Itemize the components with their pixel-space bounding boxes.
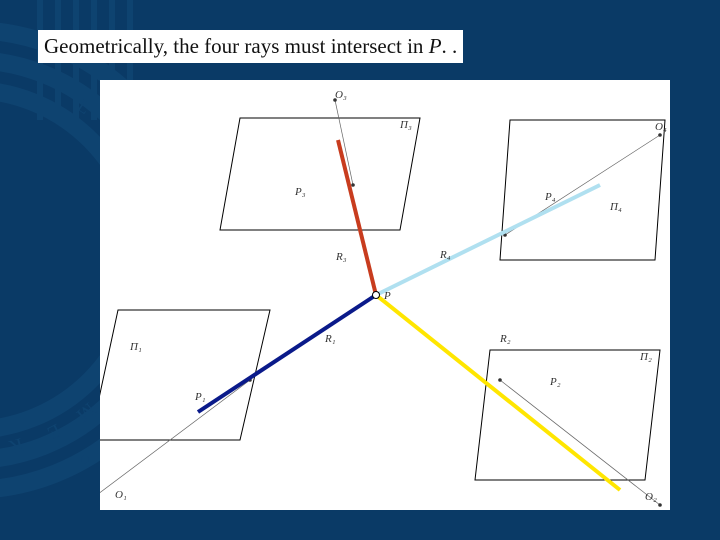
label-Π₃: Π₃ bbox=[399, 119, 412, 131]
label-P₄: P₄ bbox=[544, 191, 556, 203]
label-R1: R₁ bbox=[324, 333, 336, 345]
label-R2: R₂ bbox=[499, 333, 511, 345]
label-P₂: P₂ bbox=[549, 376, 561, 388]
label-P₃: P₃ bbox=[294, 186, 306, 198]
label-O₂: O₂ bbox=[645, 491, 657, 503]
label-O₁: O₁ bbox=[115, 489, 127, 501]
label-O₃: O₃ bbox=[335, 89, 347, 101]
label-P₁: P₁ bbox=[194, 391, 206, 403]
label-Π₂: Π₂ bbox=[639, 351, 652, 363]
label-Π₄: Π₄ bbox=[609, 201, 622, 213]
label-Π₁: Π₁ bbox=[129, 341, 142, 353]
title-text: Geometrically, the four rays must inters… bbox=[44, 34, 457, 58]
label-R4: R₄ bbox=[439, 249, 451, 261]
diagram-figure: Π₁ O₁ P₁ Π₂ O₂ P₂ Π₃ O₃ P₃ Π₄ O₄ P₄ R₁ R₂ R₃ R₄ P bbox=[100, 80, 670, 510]
label-P: P bbox=[383, 290, 391, 302]
title-box: Geometrically, the four rays must inters… bbox=[38, 30, 463, 63]
label-R3: R₃ bbox=[335, 251, 347, 263]
label-O₄: O₄ bbox=[655, 121, 667, 133]
diagram-svg: Π₁ O₁ P₁ Π₂ O₂ P₂ Π₃ O₃ P₃ Π₄ O₄ P₄ R₁ R₂ R₃ R₄ P bbox=[100, 80, 670, 510]
point-P bbox=[373, 292, 380, 299]
